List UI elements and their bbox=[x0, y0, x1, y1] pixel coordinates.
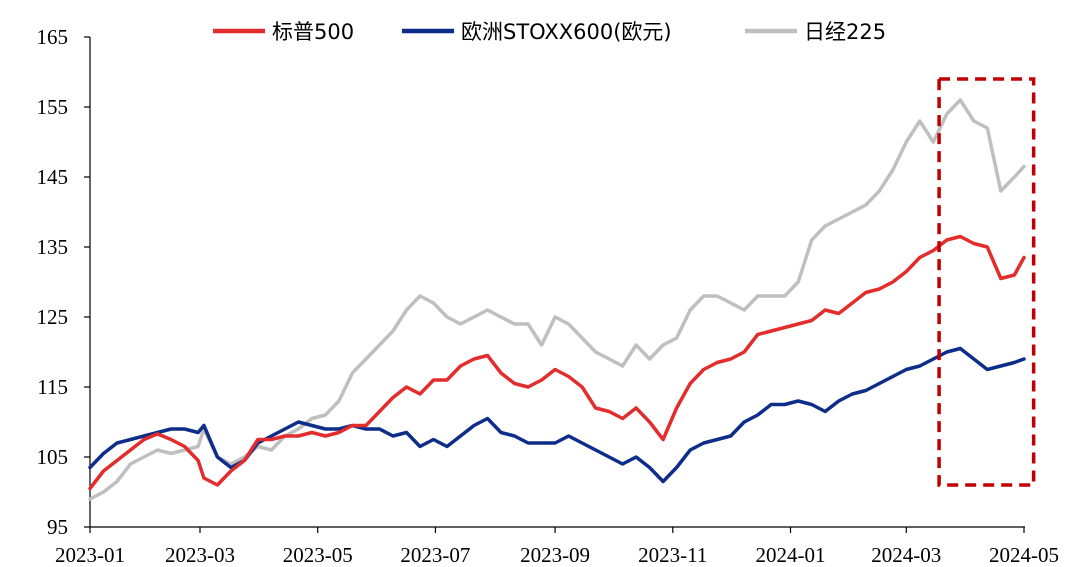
legend-label: 欧洲STOXX600(欧元) bbox=[461, 20, 672, 44]
y-tick-label: 135 bbox=[37, 235, 69, 259]
y-tick-label: 145 bbox=[37, 165, 69, 189]
y-tick-label: 95 bbox=[47, 515, 68, 539]
y-tick-label: 105 bbox=[37, 445, 69, 469]
x-tick-label: 2024-03 bbox=[871, 543, 941, 567]
highlight-box bbox=[937, 77, 1036, 487]
chart-axes: 95 105 115 125 135 145 155 165 2023-01 2023-03 202… bbox=[37, 25, 1060, 567]
series-layer bbox=[88, 98, 1026, 501]
x-tick-label: 2024-05 bbox=[989, 543, 1059, 567]
chart-legend: 标普500 欧洲STOXX600(欧元) 日经225 bbox=[213, 20, 886, 44]
overlay-layer bbox=[937, 77, 1036, 487]
legend-label: 标普500 bbox=[272, 20, 354, 44]
legend-item-1: 欧洲STOXX600(欧元) bbox=[402, 20, 672, 44]
series-line-0 bbox=[88, 234, 1026, 491]
x-tick-label: 2024-01 bbox=[756, 543, 826, 567]
legend-label: 日经225 bbox=[804, 20, 886, 44]
x-tick-label: 2023-09 bbox=[520, 543, 590, 567]
x-tick-label: 2023-03 bbox=[165, 543, 235, 567]
y-tick-label: 155 bbox=[37, 95, 69, 119]
legend-item-2: 日经225 bbox=[745, 20, 886, 44]
y-tick-label: 115 bbox=[37, 375, 68, 399]
y-tick-label: 165 bbox=[37, 25, 69, 49]
x-tick-label: 2023-11 bbox=[638, 543, 707, 567]
series-line-1 bbox=[88, 346, 1026, 484]
y-tick-label: 125 bbox=[37, 305, 69, 329]
x-tick-label: 2023-07 bbox=[400, 543, 470, 567]
x-tick-label: 2023-01 bbox=[55, 543, 125, 567]
x-tick-label: 2023-05 bbox=[283, 543, 353, 567]
legend-item-0: 标普500 bbox=[213, 20, 354, 44]
series-line-2 bbox=[88, 98, 1026, 501]
